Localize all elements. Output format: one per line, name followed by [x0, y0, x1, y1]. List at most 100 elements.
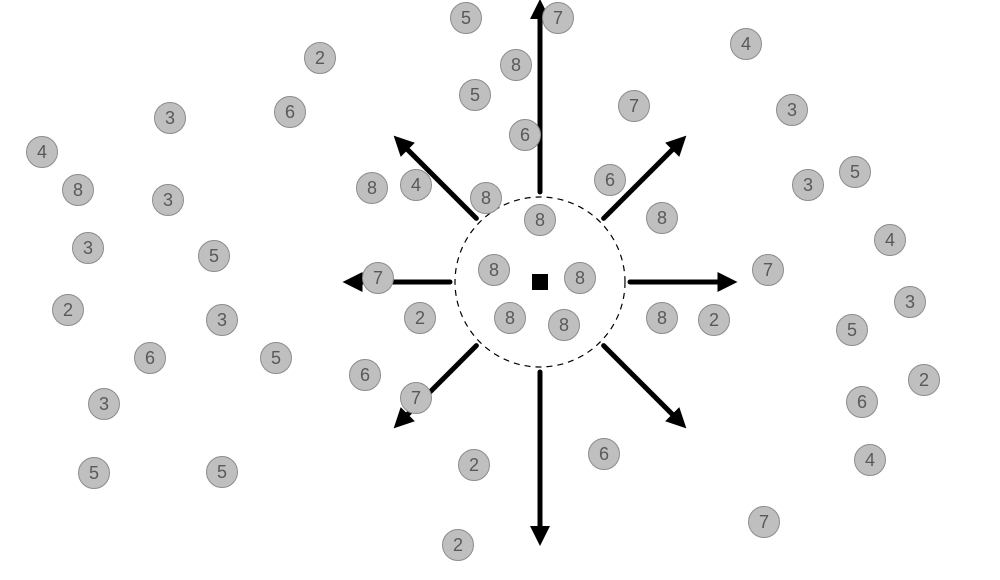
node: 3 [206, 304, 238, 336]
node: 4 [874, 224, 906, 256]
node: 2 [304, 42, 336, 74]
node-label: 7 [629, 96, 639, 117]
node-label: 3 [905, 292, 915, 313]
node: 5 [450, 2, 482, 34]
node: 3 [154, 102, 186, 134]
node: 5 [198, 240, 230, 272]
node: 5 [78, 457, 110, 489]
node-label: 2 [415, 308, 425, 329]
node: 8 [470, 182, 502, 214]
node-label: 2 [315, 48, 325, 69]
node-label: 5 [461, 8, 471, 29]
node: 5 [206, 456, 238, 488]
node: 8 [646, 202, 678, 234]
center-square [532, 274, 548, 290]
node-label: 8 [657, 308, 667, 329]
node-label: 2 [453, 535, 463, 556]
node: 8 [356, 172, 388, 204]
node-label: 6 [360, 365, 370, 386]
node-label: 7 [763, 260, 773, 281]
node: 7 [752, 254, 784, 286]
node: 7 [362, 262, 394, 294]
node-label: 8 [575, 268, 585, 289]
node-label: 3 [217, 310, 227, 331]
node-label: 4 [885, 230, 895, 251]
node-label: 6 [599, 444, 609, 465]
node-label: 2 [919, 370, 929, 391]
node: 3 [776, 94, 808, 126]
node: 5 [459, 79, 491, 111]
node: 8 [564, 262, 596, 294]
node: 5 [839, 156, 871, 188]
node: 8 [548, 309, 580, 341]
node: 2 [404, 302, 436, 334]
node-label: 2 [63, 300, 73, 321]
node: 2 [908, 364, 940, 396]
node-label: 6 [857, 392, 867, 413]
node-label: 8 [73, 180, 83, 201]
node: 3 [792, 169, 824, 201]
node: 3 [72, 232, 104, 264]
node: 8 [524, 204, 556, 236]
node: 8 [478, 254, 510, 286]
node-label: 3 [163, 190, 173, 211]
node: 2 [458, 449, 490, 481]
diagram-stage: 8888884668872867257587426348335236535533… [0, 0, 1000, 580]
node-label: 6 [145, 348, 155, 369]
node: 2 [52, 294, 84, 326]
node-label: 3 [99, 394, 109, 415]
node-label: 2 [469, 455, 479, 476]
node-label: 3 [787, 100, 797, 121]
arrow [604, 346, 681, 423]
node-label: 6 [285, 102, 295, 123]
node-label: 5 [217, 462, 227, 483]
node-label: 8 [535, 210, 545, 231]
node-label: 4 [741, 34, 751, 55]
node-label: 6 [605, 170, 615, 191]
node-label: 4 [411, 175, 421, 196]
node: 4 [730, 28, 762, 60]
node-label: 7 [411, 388, 421, 409]
node-label: 4 [865, 450, 875, 471]
node: 3 [88, 388, 120, 420]
node: 6 [594, 164, 626, 196]
node: 7 [748, 506, 780, 538]
node: 4 [400, 169, 432, 201]
node-label: 8 [489, 260, 499, 281]
node-label: 5 [847, 320, 857, 341]
node: 6 [846, 386, 878, 418]
node-label: 6 [520, 125, 530, 146]
node: 5 [836, 314, 868, 346]
node-label: 7 [759, 512, 769, 533]
node: 8 [494, 302, 526, 334]
node: 6 [134, 342, 166, 374]
node-label: 3 [803, 175, 813, 196]
node: 8 [646, 302, 678, 334]
node: 7 [618, 90, 650, 122]
node-label: 8 [511, 55, 521, 76]
node: 5 [260, 342, 292, 374]
node: 4 [26, 136, 58, 168]
node: 2 [698, 304, 730, 336]
node: 3 [894, 286, 926, 318]
node: 3 [152, 184, 184, 216]
node: 6 [588, 438, 620, 470]
node-label: 8 [559, 315, 569, 336]
node: 7 [400, 382, 432, 414]
node: 4 [854, 444, 886, 476]
node-label: 5 [850, 162, 860, 183]
node: 6 [274, 96, 306, 128]
node-label: 8 [367, 178, 377, 199]
vector-layer [0, 0, 1000, 580]
node-label: 8 [481, 188, 491, 209]
node-label: 2 [709, 310, 719, 331]
node-label: 5 [271, 348, 281, 369]
node: 6 [349, 359, 381, 391]
node: 7 [542, 2, 574, 34]
node-label: 8 [505, 308, 515, 329]
node-label: 7 [373, 268, 383, 289]
node-label: 8 [657, 208, 667, 229]
node: 8 [500, 49, 532, 81]
node-label: 3 [165, 108, 175, 129]
node: 8 [62, 174, 94, 206]
